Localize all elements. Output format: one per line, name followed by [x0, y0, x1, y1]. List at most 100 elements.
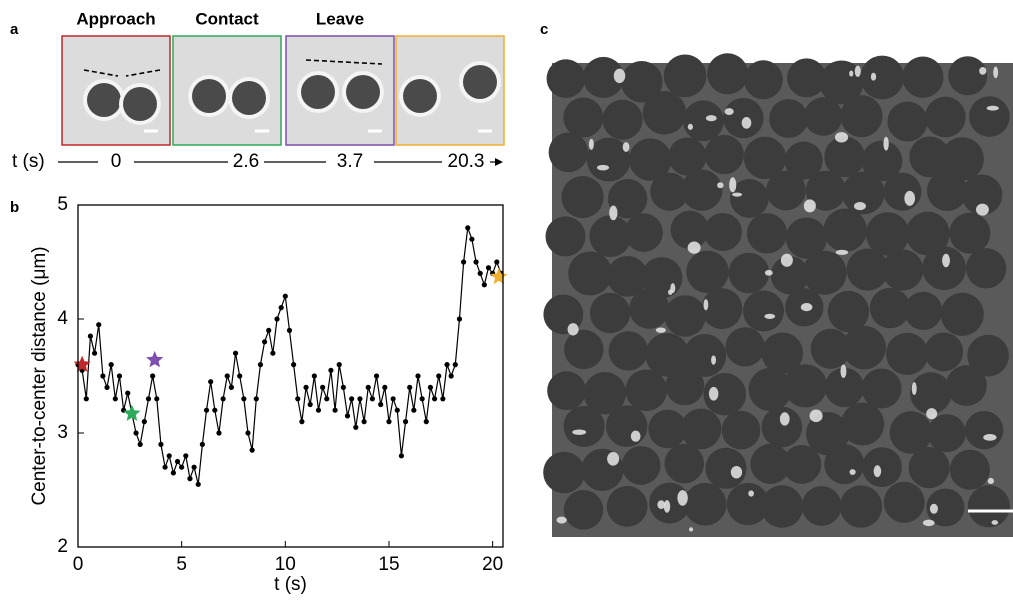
cell — [589, 215, 632, 258]
bright-spot — [567, 323, 579, 336]
cell — [703, 372, 747, 416]
bright-spot — [663, 500, 671, 513]
cell — [543, 451, 585, 494]
cell — [746, 213, 788, 254]
data-point — [456, 316, 463, 322]
cell — [924, 332, 964, 372]
bright-spot — [732, 192, 743, 197]
bright-spot — [748, 490, 754, 497]
cell — [563, 490, 604, 530]
cell — [926, 488, 965, 527]
cell — [728, 252, 770, 294]
cell — [648, 409, 687, 449]
cell — [803, 97, 843, 136]
cell — [602, 99, 643, 140]
bright-spot — [607, 451, 620, 466]
data-point — [150, 373, 156, 379]
cell — [87, 83, 121, 117]
cell — [883, 481, 925, 523]
data-point — [448, 373, 454, 379]
x-tick-label: 20 — [482, 554, 503, 575]
arrowhead — [495, 158, 503, 166]
bright-spot — [622, 142, 630, 152]
cell — [860, 55, 905, 100]
cell — [949, 212, 991, 254]
bright-spot — [572, 429, 587, 435]
cell — [563, 97, 604, 138]
frame-border — [61, 35, 171, 146]
data-point — [431, 396, 438, 402]
data-point — [104, 384, 110, 390]
bright-spot — [729, 177, 737, 193]
cell — [586, 137, 631, 182]
data-point — [241, 396, 247, 402]
bright-spot — [711, 355, 717, 365]
cell — [861, 368, 902, 409]
x-axis-label: t (s) — [274, 574, 307, 595]
panel-a: Approach Contact Leave t (s) 0 2.6 3.7 20.3 — [12, 9, 505, 172]
data-point — [137, 441, 143, 447]
data-point — [353, 424, 359, 430]
cell — [946, 365, 987, 406]
data-point — [291, 362, 297, 368]
data-point — [232, 350, 239, 356]
cell — [750, 443, 791, 484]
data-point — [349, 396, 355, 402]
data-point — [108, 362, 114, 368]
cell — [683, 334, 727, 377]
data-point — [494, 259, 500, 265]
frame-title: Contact — [195, 9, 259, 28]
data-point — [162, 464, 168, 470]
arrow — [125, 69, 161, 77]
bright-spot — [708, 386, 719, 401]
data-point — [411, 407, 417, 413]
data-point — [199, 441, 205, 447]
cell — [548, 132, 589, 173]
data-point — [212, 407, 218, 413]
cell — [547, 371, 586, 411]
cell — [824, 367, 865, 408]
frame-border — [172, 35, 282, 146]
cell — [949, 449, 990, 490]
data-point — [96, 322, 102, 328]
cell — [743, 60, 783, 100]
data-point — [473, 259, 479, 265]
cell — [902, 56, 944, 98]
arrow — [305, 59, 383, 65]
data-point — [249, 447, 255, 453]
bright-spot — [764, 313, 776, 319]
data-point — [154, 396, 160, 402]
cell — [806, 411, 850, 456]
data-point — [436, 373, 442, 379]
cell — [583, 372, 627, 415]
bright-spot — [764, 269, 773, 276]
plot-frame — [77, 204, 504, 548]
bright-spot — [613, 68, 626, 84]
cell — [607, 255, 648, 297]
cell — [940, 292, 984, 336]
cell — [668, 137, 707, 176]
cell — [721, 410, 761, 450]
cell — [301, 75, 335, 109]
cell — [909, 372, 952, 414]
x-tick-label: 0 — [73, 554, 84, 575]
x-tick-label: 15 — [378, 554, 399, 575]
bright-spot — [873, 465, 882, 478]
data-point — [253, 396, 259, 402]
data-point — [344, 413, 351, 419]
data-point — [216, 430, 222, 436]
y-tick-label: 4 — [57, 308, 68, 329]
cell — [839, 485, 883, 528]
data-point — [419, 396, 425, 402]
data-point — [266, 327, 272, 333]
data-point — [465, 225, 471, 231]
highlight-star — [123, 404, 141, 421]
bright-spot — [688, 527, 694, 532]
cell — [824, 444, 865, 485]
cell — [743, 136, 787, 180]
cell — [883, 172, 922, 211]
data-point — [365, 384, 371, 390]
cell — [908, 447, 950, 489]
data-point — [423, 419, 429, 425]
